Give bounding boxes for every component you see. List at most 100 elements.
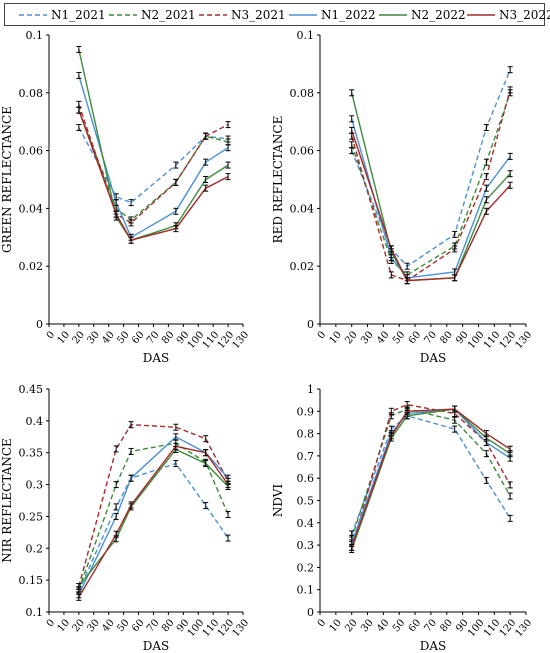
x-tick-label: 130	[514, 617, 535, 639]
chart-panel-4: 0 10 20 30 40 50 60 70 80 9010011012013000.10.20.…	[271, 383, 534, 653]
series-line	[351, 403, 511, 548]
x-tick-label: 40	[375, 329, 392, 346]
y-tick-label: 0.4	[26, 415, 44, 428]
series-n1-2021	[349, 412, 513, 538]
x-tick-label: 100	[466, 329, 487, 351]
y-tick-label: 0	[307, 606, 314, 619]
y-tick-label: 0.1	[297, 584, 315, 597]
chart-panel-3: 01020304050607080901001101201300.10.150.…	[0, 383, 251, 653]
series-line	[351, 408, 511, 539]
series-line	[78, 49, 229, 242]
y-tick-label: 0.8	[297, 428, 315, 441]
series-n2-2021	[76, 439, 231, 594]
y-tick-label: 0.45	[19, 383, 44, 396]
legend-label: N2_2022	[411, 8, 466, 22]
x-tick-label: 20	[70, 329, 87, 346]
x-tick-label: 10	[327, 617, 344, 634]
series-line	[351, 69, 511, 268]
y-tick-label: 0.4	[297, 517, 315, 530]
y-tick-label: 0.04	[290, 202, 315, 215]
y-tick-label: 0.6	[297, 472, 315, 485]
series-line	[78, 109, 229, 242]
x-tick-label: 10	[327, 329, 344, 346]
y-tick-label: 0.35	[19, 447, 44, 460]
y-tick-label: 0.02	[19, 260, 44, 273]
chart-panel-2: 0 10 20 30 40 50 60 70 80 9010011012013000.020.04…	[271, 29, 534, 365]
legend-label: N1_2022	[321, 8, 376, 22]
x-tick-label: 70	[423, 617, 440, 634]
series-n3-2022	[76, 442, 231, 601]
x-tick-label: 60	[130, 617, 147, 634]
x-tick-label: 10	[56, 617, 73, 634]
series-line	[351, 408, 511, 548]
x-tick-label: 30	[359, 617, 376, 634]
series-line	[78, 423, 229, 587]
y-tick-label: 0	[307, 318, 314, 331]
x-tick-label: 70	[145, 329, 162, 346]
x-tick-label: 120	[498, 617, 519, 639]
y-tick-label: 0.02	[290, 260, 315, 273]
y-tick-label: 0.3	[26, 479, 44, 492]
series-n3-2022	[349, 405, 513, 551]
legend: N1_2021 N2_2021 N3_2021 N1_2022 N2_2022 …	[4, 3, 550, 26]
x-tick-label: 130	[231, 617, 252, 639]
series-n1-2021	[76, 460, 231, 595]
series-line	[351, 130, 511, 282]
x-tick-label: 110	[482, 329, 503, 351]
x-tick-label: 40	[100, 329, 117, 346]
x-tick-label: 0	[45, 617, 58, 629]
x-tick-label: 50	[115, 617, 132, 634]
series-n3-2022	[349, 126, 513, 285]
x-tick-label: 80	[438, 617, 455, 634]
x-tick-label: 100	[466, 617, 487, 639]
x-tick-label: 80	[160, 329, 177, 346]
x-tick-label: 120	[498, 329, 519, 351]
x-tick-label: 40	[375, 617, 392, 634]
x-tick-label: 80	[438, 329, 455, 346]
series-line	[78, 127, 229, 204]
y-tick-label: 0.15	[19, 574, 44, 587]
y-axis-label: RED REFLECTANCE	[271, 116, 285, 244]
x-tick-label: 40	[100, 617, 117, 634]
legend-label: N2_2021	[141, 8, 196, 22]
y-tick-label: 0.1	[297, 29, 315, 42]
series-n1-2022	[76, 71, 231, 241]
y-axis-label: GREEN REFLECTANCE	[0, 106, 14, 253]
y-axis-label: NDVI	[271, 484, 285, 518]
x-tick-label: 110	[482, 617, 503, 639]
series-n1-2022	[349, 405, 513, 547]
y-tick-label: 0.1	[26, 29, 44, 42]
x-tick-label: 30	[359, 329, 376, 346]
series-line	[78, 462, 229, 592]
x-tick-label: 20	[343, 617, 360, 634]
x-tick-label: 70	[145, 617, 162, 634]
x-tick-label: 60	[407, 617, 424, 634]
y-tick-label: 0.1	[26, 606, 44, 619]
x-tick-label: 0	[316, 617, 329, 629]
x-axis-label: DAS	[143, 351, 170, 365]
series-line	[78, 445, 229, 598]
y-tick-label: 0.9	[297, 405, 315, 418]
x-axis-label: DAS	[143, 639, 170, 653]
series-n2-2022	[76, 446, 231, 591]
y-tick-label: 0.2	[26, 542, 44, 555]
y-tick-label: 0.5	[297, 495, 315, 508]
y-axis-label: NIR REFLECTANCE	[0, 438, 14, 563]
x-axis-label: DAS	[420, 351, 447, 365]
series-line	[351, 92, 511, 276]
series-line	[351, 89, 511, 282]
y-tick-label: 0.08	[19, 87, 44, 100]
legend-label: N3_2022	[499, 8, 550, 22]
series-line	[351, 408, 511, 550]
series-line	[78, 109, 229, 221]
series-line	[351, 415, 511, 535]
x-tick-label: 10	[56, 329, 73, 346]
x-tick-label: 50	[391, 329, 408, 346]
series-n2-2022	[349, 405, 513, 554]
x-tick-label: 0	[316, 329, 329, 341]
x-tick-label: 60	[130, 329, 147, 346]
y-tick-label: 0.3	[297, 539, 315, 552]
legend-label: N3_2021	[231, 8, 286, 22]
